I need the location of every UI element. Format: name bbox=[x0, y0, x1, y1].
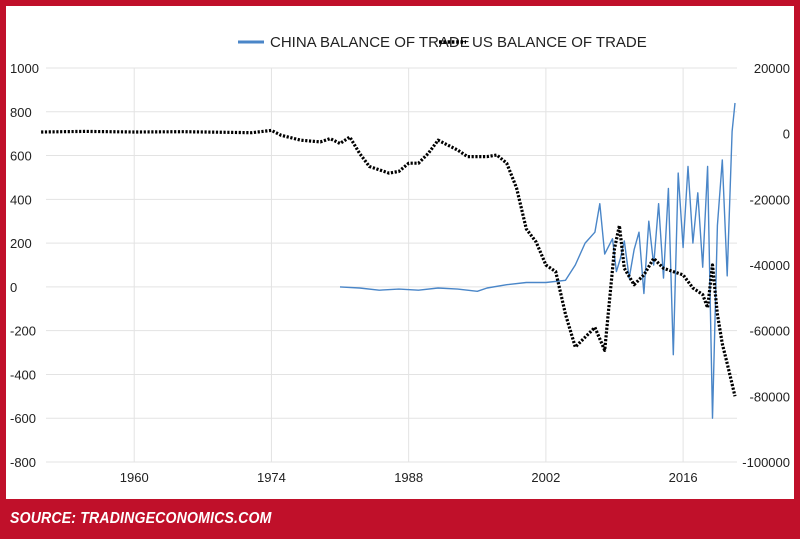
legend-china-label: CHINA BALANCE OF TRADE bbox=[270, 34, 470, 51]
y-left-tick-label: 1000 bbox=[10, 61, 39, 76]
y-left-tick-label: 400 bbox=[10, 192, 32, 207]
y-left-tick-label: 0 bbox=[10, 280, 17, 295]
us-series-line bbox=[41, 128, 737, 397]
y-left-tick-label: -400 bbox=[10, 367, 36, 382]
y-right-tick-label: 0 bbox=[783, 127, 790, 142]
y-left-tick-label: 800 bbox=[10, 105, 32, 120]
x-tick-label: 1974 bbox=[257, 470, 286, 485]
chart-panel: 1000 800 600 400 200 0 -200 -400 -600 -800 1960 197… bbox=[6, 6, 794, 499]
y-right-tick-label: -40000 bbox=[750, 258, 790, 273]
y-right-tick-label: -60000 bbox=[750, 324, 790, 339]
y-left-tick-label: 600 bbox=[10, 149, 32, 164]
y-left-tick-label: -800 bbox=[10, 455, 36, 470]
x-tick-label: 1960 bbox=[120, 470, 149, 485]
legend-us-label: US BALANCE OF TRADE bbox=[472, 34, 647, 51]
y-right-tick-label: -100000 bbox=[742, 455, 790, 470]
x-tick-label: 2016 bbox=[669, 470, 698, 485]
chart-svg: 1000 800 600 400 200 0 -200 -400 -600 -800 1960 197… bbox=[10, 34, 790, 485]
china-series-line bbox=[339, 102, 736, 419]
x-tick-label: 1988 bbox=[394, 470, 423, 485]
y-left-tick-label: -200 bbox=[10, 324, 36, 339]
source-caption: SOURCE: TRADINGECONOMICS.COM bbox=[10, 510, 272, 527]
y-left-tick-label: 200 bbox=[10, 236, 32, 251]
y-right-tick-label: -20000 bbox=[750, 192, 790, 207]
y-right-tick-label: 20000 bbox=[754, 61, 790, 76]
y-left-tick-label: -600 bbox=[10, 411, 36, 426]
y-right-tick-label: -80000 bbox=[750, 389, 790, 404]
x-tick-label: 2002 bbox=[531, 470, 560, 485]
